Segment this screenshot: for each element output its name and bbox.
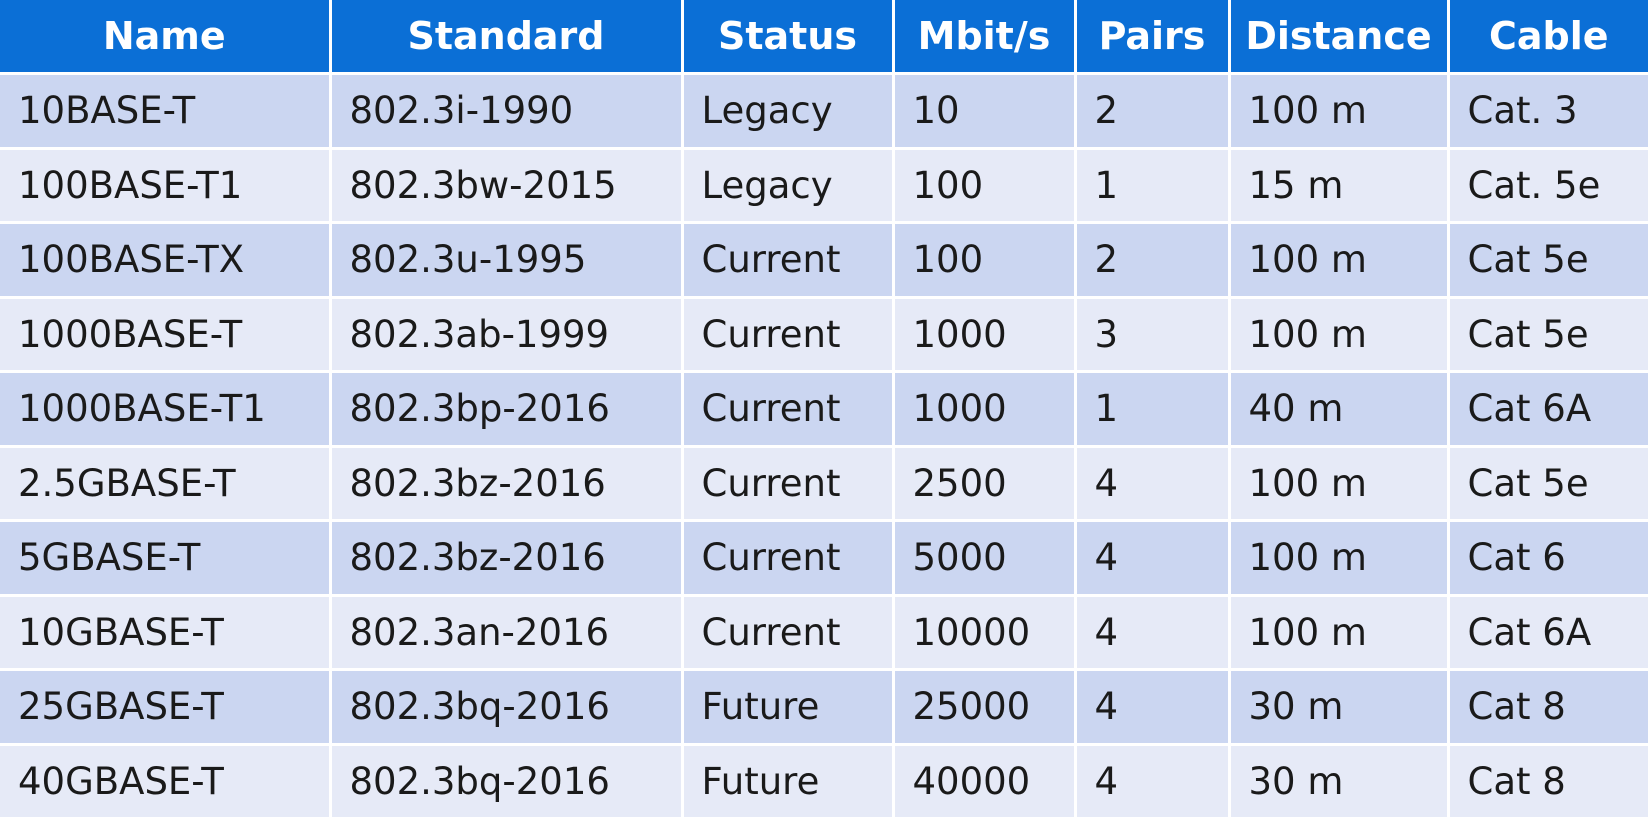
table-row: 100BASE-T1 802.3bw-2015 Legacy 100 1 15 m Cat.… bbox=[0, 148, 1648, 224]
cell-mbits: 100 bbox=[893, 222, 1077, 299]
cell-mbits: 40000 bbox=[893, 744, 1077, 820]
cell-pairs: 2 bbox=[1075, 222, 1231, 299]
cell-cable: Cat 6A bbox=[1448, 371, 1648, 448]
cell-status: Legacy bbox=[682, 73, 895, 150]
cell-status: Current bbox=[682, 446, 895, 522]
cell-mbits: 10000 bbox=[893, 595, 1077, 671]
cell-distance: 100 m bbox=[1229, 595, 1450, 671]
cell-standard: 802.3bp-2016 bbox=[330, 371, 684, 448]
cell-mbits: 100 bbox=[893, 148, 1077, 224]
cell-distance: 100 m bbox=[1229, 297, 1450, 373]
cell-distance: 30 m bbox=[1229, 669, 1450, 746]
cell-distance: 30 m bbox=[1229, 744, 1450, 820]
cell-standard: 802.3ab-1999 bbox=[330, 297, 684, 373]
cell-cable: Cat 6A bbox=[1448, 595, 1648, 671]
cell-status: Current bbox=[682, 371, 895, 448]
cell-distance: 40 m bbox=[1229, 371, 1450, 448]
cell-standard: 802.3i-1990 bbox=[330, 73, 684, 150]
cell-status: Current bbox=[682, 595, 895, 671]
header-cable: Cable bbox=[1448, 0, 1648, 75]
cell-cable: Cat. 3 bbox=[1448, 73, 1648, 150]
cell-distance: 100 m bbox=[1229, 520, 1450, 597]
cell-distance: 100 m bbox=[1229, 73, 1450, 150]
cell-cable: Cat 8 bbox=[1448, 744, 1648, 820]
cell-standard: 802.3bz-2016 bbox=[330, 520, 684, 597]
cell-status: Current bbox=[682, 520, 895, 597]
cell-pairs: 1 bbox=[1075, 148, 1231, 224]
header-name: Name bbox=[0, 0, 332, 75]
cell-standard: 802.3an-2016 bbox=[330, 595, 684, 671]
cell-pairs: 4 bbox=[1075, 446, 1231, 522]
cell-name: 100BASE-TX bbox=[0, 222, 332, 299]
cell-pairs: 4 bbox=[1075, 595, 1231, 671]
cell-standard: 802.3bq-2016 bbox=[330, 669, 684, 746]
cell-mbits: 25000 bbox=[893, 669, 1077, 746]
cell-cable: Cat. 5e bbox=[1448, 148, 1648, 224]
cell-pairs: 4 bbox=[1075, 669, 1231, 746]
cell-distance: 100 m bbox=[1229, 446, 1450, 522]
cell-cable: Cat 5e bbox=[1448, 446, 1648, 522]
cell-status: Future bbox=[682, 669, 895, 746]
cell-status: Legacy bbox=[682, 148, 895, 224]
cell-mbits: 2500 bbox=[893, 446, 1077, 522]
cell-name: 100BASE-T1 bbox=[0, 148, 332, 224]
cell-standard: 802.3bz-2016 bbox=[330, 446, 684, 522]
cell-cable: Cat 6 bbox=[1448, 520, 1648, 597]
cell-mbits: 1000 bbox=[893, 371, 1077, 448]
cell-distance: 15 m bbox=[1229, 148, 1450, 224]
header-pairs: Pairs bbox=[1075, 0, 1231, 75]
cell-status: Future bbox=[682, 744, 895, 820]
cell-distance: 100 m bbox=[1229, 222, 1450, 299]
header-row: Name Standard Status Mbit/s Pairs Distan… bbox=[0, 0, 1648, 75]
header-status: Status bbox=[682, 0, 895, 75]
cell-name: 2.5GBASE-T bbox=[0, 446, 332, 522]
cell-cable: Cat 8 bbox=[1448, 669, 1648, 746]
header-distance: Distance bbox=[1229, 0, 1450, 75]
cell-pairs: 2 bbox=[1075, 73, 1231, 150]
cell-mbits: 5000 bbox=[893, 520, 1077, 597]
cell-standard: 802.3u-1995 bbox=[330, 222, 684, 299]
cell-standard: 802.3bq-2016 bbox=[330, 744, 684, 820]
table-row: 100BASE-TX 802.3u-1995 Current 100 2 100 m Cat… bbox=[0, 222, 1648, 299]
table-row: 25GBASE-T 802.3bq-2016 Future 25000 4 30 m Cat… bbox=[0, 669, 1648, 746]
table-header: Name Standard Status Mbit/s Pairs Distan… bbox=[0, 0, 1648, 75]
cell-name: 10GBASE-T bbox=[0, 595, 332, 671]
cell-standard: 802.3bw-2015 bbox=[330, 148, 684, 224]
cell-status: Current bbox=[682, 222, 895, 299]
header-standard: Standard bbox=[330, 0, 684, 75]
table-row: 10BASE-T 802.3i-1990 Legacy 10 2 100 m Cat. 3 bbox=[0, 73, 1648, 150]
cell-pairs: 3 bbox=[1075, 297, 1231, 373]
cell-name: 10BASE-T bbox=[0, 73, 332, 150]
cell-name: 1000BASE-T bbox=[0, 297, 332, 373]
header-mbits: Mbit/s bbox=[893, 0, 1077, 75]
table-row: 5GBASE-T 802.3bz-2016 Current 5000 4 100 m Cat… bbox=[0, 520, 1648, 597]
cell-name: 5GBASE-T bbox=[0, 520, 332, 597]
cell-pairs: 4 bbox=[1075, 520, 1231, 597]
cell-name: 1000BASE-T1 bbox=[0, 371, 332, 448]
cell-mbits: 1000 bbox=[893, 297, 1077, 373]
cell-pairs: 4 bbox=[1075, 744, 1231, 820]
table-row: 40GBASE-T 802.3bq-2016 Future 40000 4 30 m Cat… bbox=[0, 744, 1648, 820]
cell-cable: Cat 5e bbox=[1448, 222, 1648, 299]
cell-name: 40GBASE-T bbox=[0, 744, 332, 820]
cell-pairs: 1 bbox=[1075, 371, 1231, 448]
cell-mbits: 10 bbox=[893, 73, 1077, 150]
cell-cable: Cat 5e bbox=[1448, 297, 1648, 373]
cell-name: 25GBASE-T bbox=[0, 669, 332, 746]
cell-status: Current bbox=[682, 297, 895, 373]
